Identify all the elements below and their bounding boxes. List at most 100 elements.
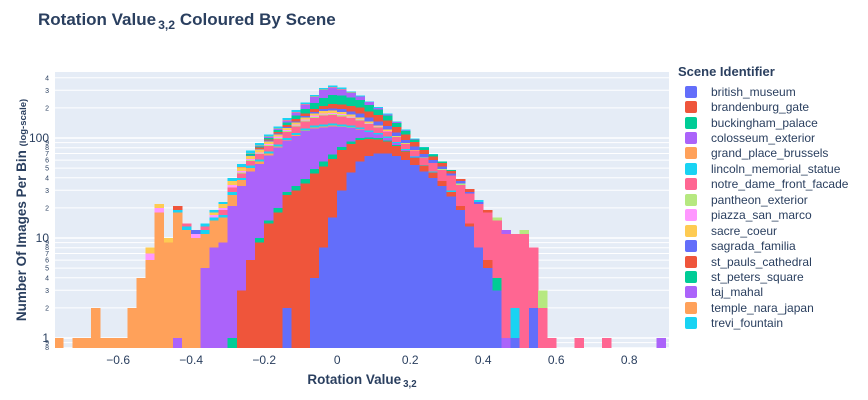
bar-segment-british_museum[interactable] — [346, 172, 356, 348]
bar-segment-piazza_san_marco[interactable] — [291, 124, 302, 126]
bar-segment-notre_dame_front_facade[interactable] — [282, 131, 292, 138]
bar-segment-colosseum_exterior[interactable] — [382, 138, 393, 141]
bar-segment-sagrada_familia[interactable] — [474, 201, 484, 204]
bar-segment-trevi_fountain[interactable] — [364, 101, 375, 103]
bar-segment-british_museum[interactable] — [437, 186, 448, 348]
bar-segment-buckingham_palace[interactable] — [382, 140, 393, 142]
bar-segment-piazza_san_marco[interactable] — [373, 126, 384, 127]
bar-segment-notre_dame_front_facade[interactable] — [373, 127, 384, 134]
bar-segment-pantheon_exterior[interactable] — [318, 114, 329, 116]
bar-segment-trevi_fountain[interactable] — [410, 138, 420, 139]
bar-segment-sacre_coeur[interactable] — [218, 203, 229, 208]
bar-segment-sagrada_familia[interactable] — [328, 108, 338, 111]
bar-segment-trevi_fountain[interactable] — [391, 121, 402, 123]
bar-segment-pantheon_exterior[interactable] — [291, 125, 302, 127]
bar-segment-piazza_san_marco[interactable] — [154, 207, 165, 213]
bar-segment-colosseum_exterior[interactable] — [328, 126, 338, 155]
bar-segment-sagrada_familia[interactable] — [437, 166, 448, 169]
bar-segment-buckingham_palace[interactable] — [300, 178, 311, 184]
bar-segment-lincoln_memorial_statue[interactable] — [209, 217, 219, 221]
bar-segment-pantheon_exterior[interactable] — [537, 290, 548, 308]
bar-segment-pantheon_exterior[interactable] — [337, 115, 347, 117]
bar-segment-notre_dame_front_facade[interactable] — [410, 150, 420, 157]
bar-segment-british_museum[interactable] — [328, 217, 338, 348]
legend-item-buckingham_palace[interactable]: buckingham_palace — [678, 115, 863, 130]
bar-segment-notre_dame_front_facade[interactable] — [492, 220, 502, 278]
bar-segment-st_pauls_cathedral[interactable] — [391, 126, 402, 133]
bar-segment-st_peters_square[interactable] — [428, 154, 438, 157]
bar-segment-pantheon_exterior[interactable] — [273, 138, 283, 139]
bar-segment-sacre_coeur[interactable] — [373, 125, 384, 127]
bar-segment-notre_dame_front_facade[interactable] — [510, 233, 521, 308]
bar-segment-trevi_fountain[interactable] — [282, 117, 292, 120]
bar-segment-brandenburg_gate[interactable] — [346, 144, 356, 173]
bar-segment-grand_place_brussels[interactable] — [90, 307, 101, 348]
bar-segment-st_peters_square[interactable] — [318, 98, 329, 106]
bar-segment-trevi_fountain[interactable] — [401, 129, 411, 131]
bar-segment-buckingham_palace[interactable] — [492, 277, 502, 291]
bar-segment-notre_dame_front_facade[interactable] — [318, 115, 329, 125]
bar-segment-notre_dame_front_facade[interactable] — [328, 114, 338, 124]
bar-segment-sacre_coeur[interactable] — [364, 121, 375, 123]
bar-segment-grand_place_brussels[interactable] — [118, 338, 128, 348]
bar-segment-sagrada_familia[interactable] — [337, 109, 347, 112]
bar-segment-taj_mahal[interactable] — [501, 230, 511, 234]
bar-segment-st_peters_square[interactable] — [255, 146, 265, 148]
bar-segment-piazza_san_marco[interactable] — [145, 253, 156, 261]
bar-segment-temple_nara_japan[interactable] — [328, 86, 338, 88]
bar-segment-notre_dame_front_facade[interactable] — [245, 160, 256, 166]
bar-segment-british_museum[interactable] — [364, 156, 375, 348]
bar-segment-lincoln_memorial_statue[interactable] — [355, 127, 365, 130]
bar-segment-trevi_fountain[interactable] — [300, 102, 311, 105]
bar-segment-piazza_san_marco[interactable] — [191, 233, 201, 238]
bar-segment-grand_place_brussels[interactable] — [209, 220, 219, 248]
bar-segment-sacre_coeur[interactable] — [154, 203, 165, 208]
bar-segment-lincoln_memorial_statue[interactable] — [218, 214, 229, 218]
bar-segment-sacre_coeur[interactable] — [282, 127, 292, 131]
bar-segment-pantheon_exterior[interactable] — [346, 117, 356, 119]
bar-segment-british_museum[interactable] — [318, 247, 329, 348]
bar-segment-buckingham_palace[interactable] — [410, 157, 420, 159]
bar-segment-temple_nara_japan[interactable] — [318, 89, 329, 91]
bar-segment-brandenburg_gate[interactable] — [264, 223, 274, 348]
bar-segment-sagrada_familia[interactable] — [455, 181, 466, 184]
bar-segment-trevi_fountain[interactable] — [291, 110, 302, 112]
bar-segment-taj_mahal[interactable] — [291, 112, 302, 116]
bar-segment-pantheon_exterior[interactable] — [355, 119, 365, 121]
bar-segment-st_pauls_cathedral[interactable] — [172, 205, 183, 211]
bar-segment-grand_place_brussels[interactable] — [245, 168, 256, 172]
bar-segment-lincoln_memorial_statue[interactable] — [510, 307, 521, 338]
bar-segment-taj_mahal[interactable] — [382, 114, 393, 116]
bar-segment-british_museum[interactable] — [492, 290, 502, 348]
bar-segment-taj_mahal[interactable] — [401, 130, 411, 132]
bar-segment-sacre_coeur[interactable] — [236, 168, 247, 171]
bar-segment-colosseum_exterior[interactable] — [401, 149, 411, 152]
bar-segment-grand_place_brussels[interactable] — [309, 127, 320, 129]
bar-segment-british_museum[interactable] — [428, 177, 438, 348]
bar-segment-sagrada_familia[interactable] — [309, 111, 320, 114]
bar-segment-sacre_coeur[interactable] — [264, 141, 274, 145]
bar-segment-lincoln_memorial_statue[interactable] — [200, 230, 210, 234]
bar-segment-grand_place_brussels[interactable] — [55, 338, 64, 348]
bar-segment-grand_place_brussels[interactable] — [346, 127, 356, 128]
bar-segment-st_peters_square[interactable] — [410, 139, 420, 143]
bar-segment-grand_place_brussels[interactable] — [172, 212, 183, 338]
bar-segment-buckingham_palace[interactable] — [255, 238, 265, 243]
bar-segment-piazza_san_marco[interactable] — [337, 114, 347, 116]
bar-segment-grand_place_brussels[interactable] — [328, 125, 338, 127]
bar-segment-trevi_fountain[interactable] — [227, 177, 238, 182]
bar-segment-brandenburg_gate[interactable] — [455, 205, 466, 211]
bar-segment-sacre_coeur[interactable] — [337, 111, 347, 115]
bar-segment-colosseum_exterior[interactable] — [236, 186, 247, 291]
bar-segment-grand_place_brussels[interactable] — [136, 277, 146, 348]
bar-segment-sagrada_familia[interactable] — [428, 160, 438, 164]
bar-segment-st_pauls_cathedral[interactable] — [264, 139, 274, 141]
legend-item-temple_nara_japan[interactable]: temple_nara_japan — [678, 300, 863, 315]
bar-segment-notre_dame_front_facade[interactable] — [464, 193, 475, 224]
bar-segment-sagrada_familia[interactable] — [419, 154, 429, 158]
bar-segment-trevi_fountain[interactable] — [474, 199, 484, 202]
bar-segment-st_peters_square[interactable] — [446, 169, 457, 171]
bar-segment-piazza_san_marco[interactable] — [382, 130, 393, 132]
bar-segment-sacre_coeur[interactable] — [300, 117, 311, 120]
